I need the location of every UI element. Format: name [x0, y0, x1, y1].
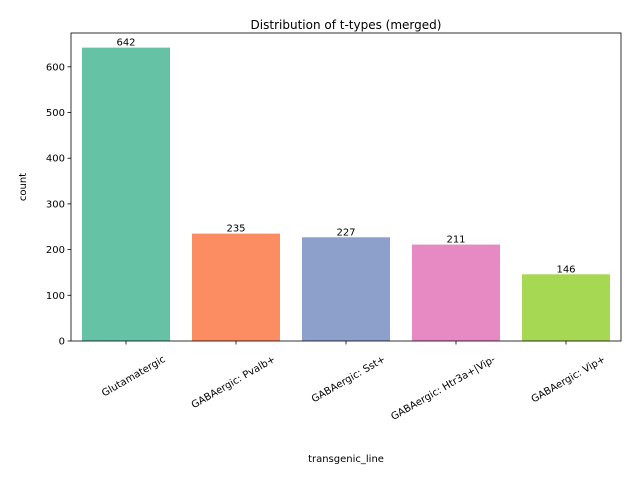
bar-1 — [192, 233, 280, 341]
x-tick-label-0: Glutamatergic — [100, 354, 167, 399]
chart-title: Distribution of t-types (merged) — [251, 18, 442, 32]
bar-2 — [302, 237, 390, 341]
x-tick-label-1: GABAergic: Pvalb+ — [190, 354, 278, 411]
y-tick-label-2: 200 — [46, 245, 65, 256]
x-axis: Glutamatergic GABAergic: Pvalb+ GABAergic:… — [100, 341, 608, 423]
data-labels-group: 642 235 227 211 146 — [116, 38, 575, 276]
y-tick-label-3: 300 — [46, 199, 65, 210]
y-tick-label-5: 500 — [46, 108, 65, 119]
data-label-1: 235 — [226, 224, 245, 235]
x-tick-label-4: GABAergic: Vip+ — [530, 354, 608, 405]
y-tick-label-0: 0 — [59, 337, 65, 348]
y-tick-label-4: 400 — [46, 154, 65, 165]
y-tick-label-6: 600 — [46, 62, 65, 73]
x-tick-label-2: GABAergic: Sst+ — [310, 354, 388, 405]
x-tick-label-3: GABAergic: Htr3a+|Vip- — [389, 354, 497, 423]
y-axis-label: count — [18, 173, 29, 201]
x-axis-label: transgenic_line — [308, 454, 384, 465]
data-label-3: 211 — [446, 235, 465, 246]
bar-3 — [412, 244, 500, 341]
data-label-2: 227 — [336, 227, 355, 238]
bar-4 — [522, 274, 610, 341]
y-axis: 0 100 200 300 400 500 600 — [46, 62, 71, 348]
bar-0 — [82, 47, 170, 342]
data-label-0: 642 — [116, 38, 135, 49]
bars-group — [82, 47, 610, 342]
y-tick-label-1: 100 — [46, 291, 65, 302]
data-label-4: 146 — [556, 264, 575, 275]
